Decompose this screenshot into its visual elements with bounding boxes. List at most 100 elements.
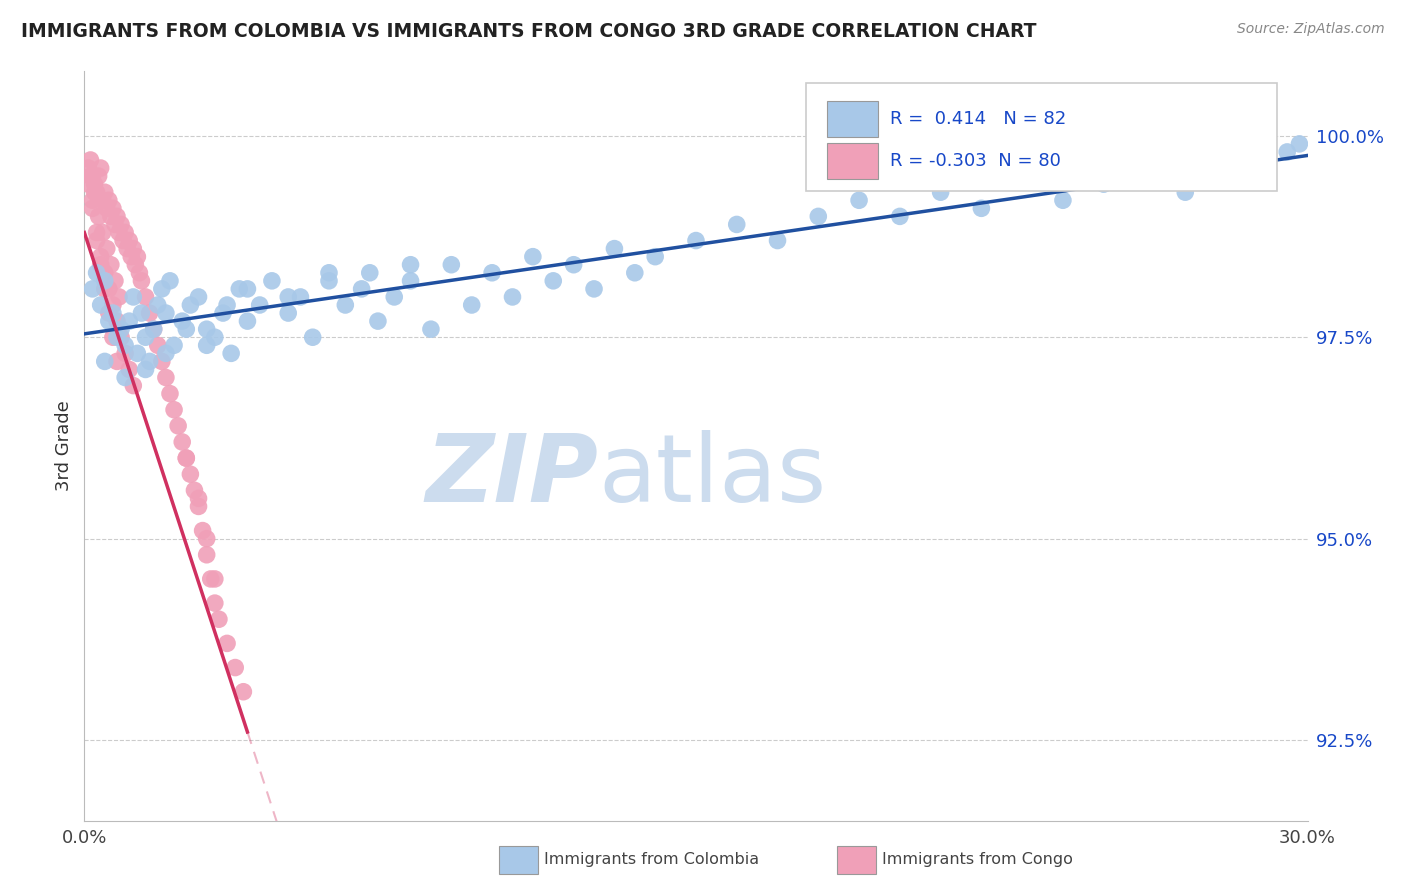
Point [219,346,242,360]
Point [110,218,132,232]
Point [644,250,666,264]
Point [97,282,120,296]
Point [200,572,222,586]
Point [367,314,389,328]
Point [146,298,169,312]
Point [290,290,312,304]
Point [108,290,131,304]
Point [127,250,149,264]
Point [105,354,128,368]
Point [105,210,128,224]
Point [174,451,197,466]
Point [685,234,707,248]
Point [114,226,136,240]
Text: Immigrants from Colombia: Immigrants from Colombia [544,853,759,867]
Point [93,274,115,288]
Point [91,226,114,240]
Point [543,274,565,288]
Point [82,169,104,183]
Point [725,218,748,232]
Point [277,290,299,304]
Point [1174,185,1197,199]
Point [228,282,250,296]
Point [118,314,141,328]
Text: ZIP: ZIP [425,430,598,522]
Point [236,314,259,328]
Point [1133,161,1156,175]
Point [105,330,128,344]
Point [131,306,153,320]
Point [399,274,422,288]
Point [335,298,357,312]
Text: IMMIGRANTS FROM COLOMBIA VS IMMIGRANTS FROM CONGO 3RD GRADE CORRELATION CHART: IMMIGRANTS FROM COLOMBIA VS IMMIGRANTS F… [21,22,1036,41]
Point [122,378,145,392]
Point [204,330,226,344]
Point [86,234,108,248]
Point [1277,145,1299,159]
Point [135,362,157,376]
Point [195,322,218,336]
Point [118,362,141,376]
Point [1215,169,1237,183]
Point [90,161,112,175]
Point [502,290,524,304]
Point [77,177,100,191]
Point [624,266,647,280]
Point [318,274,340,288]
Point [350,282,373,296]
Point [142,322,165,336]
Point [150,282,173,296]
Point [187,290,209,304]
Point [104,274,127,288]
Point [183,483,205,498]
Point [208,612,231,626]
Point [179,298,201,312]
Point [79,169,101,183]
Point [155,346,177,360]
Point [114,338,136,352]
Point [90,250,112,264]
Point [104,218,127,232]
Point [163,338,186,352]
Point [848,194,870,208]
Point [93,282,115,296]
Point [359,266,381,280]
Point [232,684,254,698]
Point [970,202,993,216]
Point [481,266,503,280]
Point [128,266,150,280]
Point [163,402,186,417]
Point [159,386,181,401]
Point [96,242,118,256]
Point [603,242,626,256]
Point [87,169,110,183]
Point [807,210,830,224]
Point [97,194,120,208]
Point [159,274,181,288]
Point [420,322,443,336]
Point [86,185,108,199]
Point [217,636,239,650]
Point [889,210,911,224]
Point [118,234,141,248]
Point [135,290,157,304]
Point [174,451,197,466]
Point [110,330,132,344]
Point [82,194,104,208]
Point [114,370,136,384]
Point [212,306,235,320]
Point [187,491,209,506]
Point [124,258,146,272]
Point [217,298,239,312]
Point [195,532,218,546]
Point [93,185,115,199]
Text: Immigrants from Congo: Immigrants from Congo [882,853,1073,867]
Point [101,306,124,320]
Point [100,210,122,224]
Point [1052,194,1074,208]
Point [142,322,165,336]
Point [583,282,606,296]
FancyBboxPatch shape [827,101,879,136]
FancyBboxPatch shape [806,83,1277,191]
Point [97,314,120,328]
